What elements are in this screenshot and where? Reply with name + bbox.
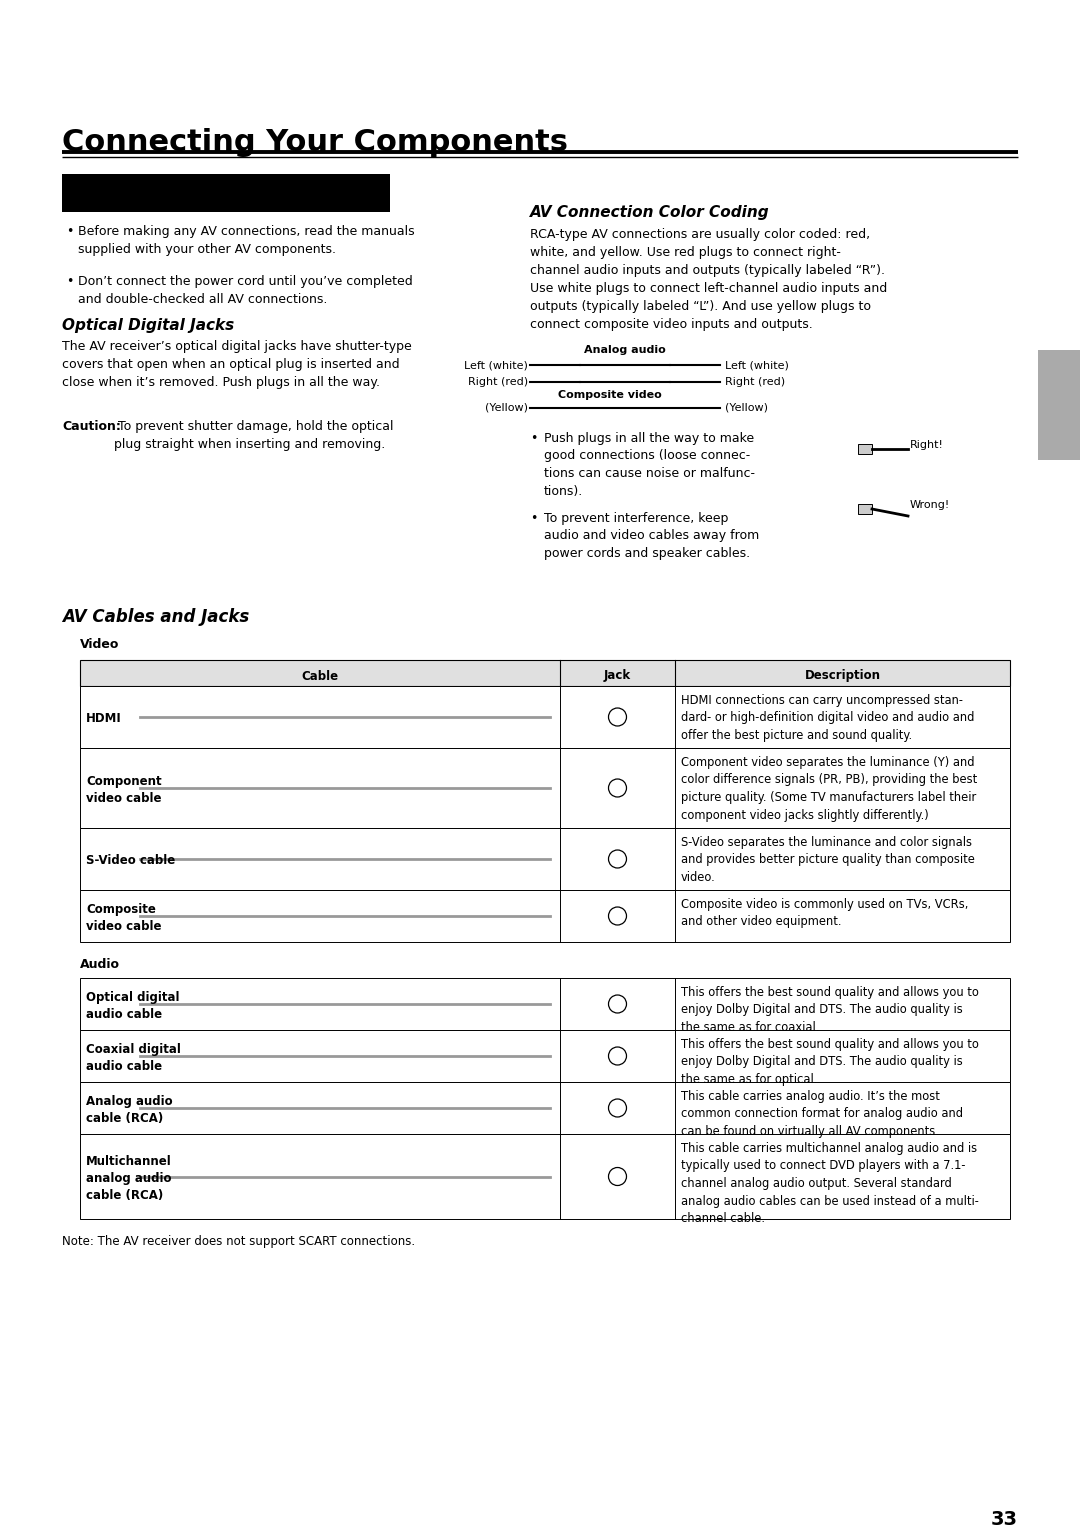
Bar	[858, 504, 872, 513]
Text: AV Cables and Jacks: AV Cables and Jacks	[62, 608, 249, 626]
Text: •: •	[66, 225, 73, 238]
Text: Note: The AV receiver does not support SCART connections.: Note: The AV receiver does not support S…	[62, 1235, 415, 1248]
Text: Jack: Jack	[604, 669, 631, 683]
Text: Push plugs in all the way to make
good connections (loose connec-
tions can caus: Push plugs in all the way to make good c…	[544, 432, 755, 498]
Text: HDMI: HDMI	[86, 712, 122, 726]
Bar	[80, 978, 1010, 1030]
Text: Left (white): Left (white)	[725, 361, 788, 370]
Text: RCA-type AV connections are usually color coded: red,
white, and yellow. Use red: RCA-type AV connections are usually colo…	[530, 228, 888, 332]
Text: (Yellow): (Yellow)	[725, 403, 768, 413]
Text: Don’t connect the power cord until you’ve completed
and double-checked all AV co: Don’t connect the power cord until you’v…	[78, 275, 413, 306]
Text: Right!: Right!	[910, 440, 944, 451]
Text: Wrong!: Wrong!	[910, 500, 950, 510]
Circle shape	[608, 995, 626, 1013]
Bar	[858, 445, 872, 454]
Text: Analog audio
cable (RCA): Analog audio cable (RCA)	[86, 1096, 173, 1125]
Circle shape	[608, 707, 626, 726]
Bar	[80, 1134, 1010, 1219]
Circle shape	[608, 779, 626, 798]
Text: To prevent interference, keep
audio and video cables away from
power cords and s: To prevent interference, keep audio and …	[544, 512, 759, 559]
Text: Connecting Your Components: Connecting Your Components	[62, 128, 568, 157]
Bar	[80, 1082, 1010, 1134]
Bar	[80, 660, 1010, 686]
Text: •: •	[66, 275, 73, 287]
Text: The AV receiver’s optical digital jacks have shutter-type
covers that open when : The AV receiver’s optical digital jacks …	[62, 341, 411, 390]
Circle shape	[608, 1099, 626, 1117]
Text: Coaxial digital
audio cable: Coaxial digital audio cable	[86, 1044, 180, 1073]
Text: Composite video is commonly used on TVs, VCRs,
and other video equipment.: Composite video is commonly used on TVs,…	[681, 898, 969, 929]
Text: This offers the best sound quality and allows you to
enjoy Dolby Digital and DTS: This offers the best sound quality and a…	[681, 1038, 978, 1086]
Text: (Yellow): (Yellow)	[485, 403, 528, 413]
Bar	[80, 686, 1010, 749]
Text: Right (red): Right (red)	[468, 377, 528, 387]
Text: Description: Description	[805, 669, 880, 683]
Text: Right (red): Right (red)	[725, 377, 785, 387]
Text: This cable carries analog audio. It’s the most
common connection format for anal: This cable carries analog audio. It’s th…	[681, 1089, 963, 1138]
Bar	[62, 174, 390, 212]
Circle shape	[608, 908, 626, 924]
Text: HDMI connections can carry uncompressed stan-
dard- or high-definition digital v: HDMI connections can carry uncompressed …	[681, 694, 974, 743]
Text: Composite video: Composite video	[558, 390, 662, 400]
Text: •: •	[530, 512, 538, 526]
Bar	[80, 1030, 1010, 1082]
Text: S-Video separates the luminance and color signals
and provides better picture qu: S-Video separates the luminance and colo…	[681, 836, 975, 885]
Text: Left (white): Left (white)	[464, 361, 528, 370]
Text: This offers the best sound quality and allows you to
enjoy Dolby Digital and DTS: This offers the best sound quality and a…	[681, 986, 978, 1034]
Text: Composite
video cable: Composite video cable	[86, 903, 162, 934]
Text: S-Video cable: S-Video cable	[86, 854, 175, 868]
Text: To prevent shutter damage, hold the optical
plug straight when inserting and rem: To prevent shutter damage, hold the opti…	[114, 420, 393, 451]
Bar	[80, 749, 1010, 828]
Text: Cable: Cable	[301, 669, 338, 683]
Text: Component
video cable: Component video cable	[86, 775, 162, 805]
Text: Before making any AV connections, read the manuals
supplied with your other AV c: Before making any AV connections, read t…	[78, 225, 415, 257]
Bar	[80, 889, 1010, 941]
Text: Audio: Audio	[80, 958, 120, 970]
Text: •: •	[530, 432, 538, 445]
Text: Optical Digital Jacks: Optical Digital Jacks	[62, 318, 234, 333]
Text: Analog audio: Analog audio	[584, 345, 666, 354]
Text: AV Connection Color Coding: AV Connection Color Coding	[530, 205, 770, 220]
Text: This cable carries multichannel analog audio and is
typically used to connect DV: This cable carries multichannel analog a…	[681, 1141, 978, 1225]
Text: Multichannel
analog audio
cable (RCA): Multichannel analog audio cable (RCA)	[86, 1155, 172, 1203]
Text: Caution:: Caution:	[62, 420, 121, 432]
Circle shape	[608, 1047, 626, 1065]
Bar	[1038, 350, 1080, 460]
Text: 33: 33	[991, 1510, 1018, 1528]
Circle shape	[608, 850, 626, 868]
Bar	[80, 828, 1010, 889]
Circle shape	[608, 1167, 626, 1186]
Text: Video: Video	[80, 639, 120, 651]
Text: Optical digital
audio cable: Optical digital audio cable	[86, 992, 179, 1021]
Text: Component video separates the luminance (Y) and
color difference signals (PR, PB: Component video separates the luminance …	[681, 756, 977, 822]
